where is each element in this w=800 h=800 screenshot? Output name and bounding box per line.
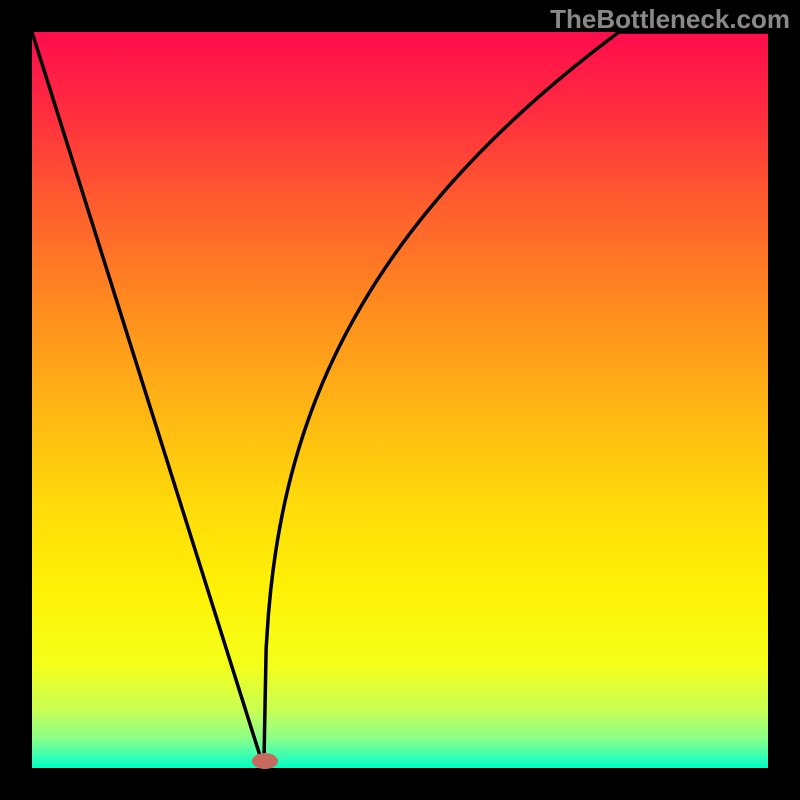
curve-layer [32,32,768,768]
watermark-text: TheBottleneck.com [550,4,790,35]
vertex-marker [252,753,278,769]
chart-container: TheBottleneck.com [0,0,800,800]
v-curve-path [32,32,768,768]
plot-area [32,32,768,768]
